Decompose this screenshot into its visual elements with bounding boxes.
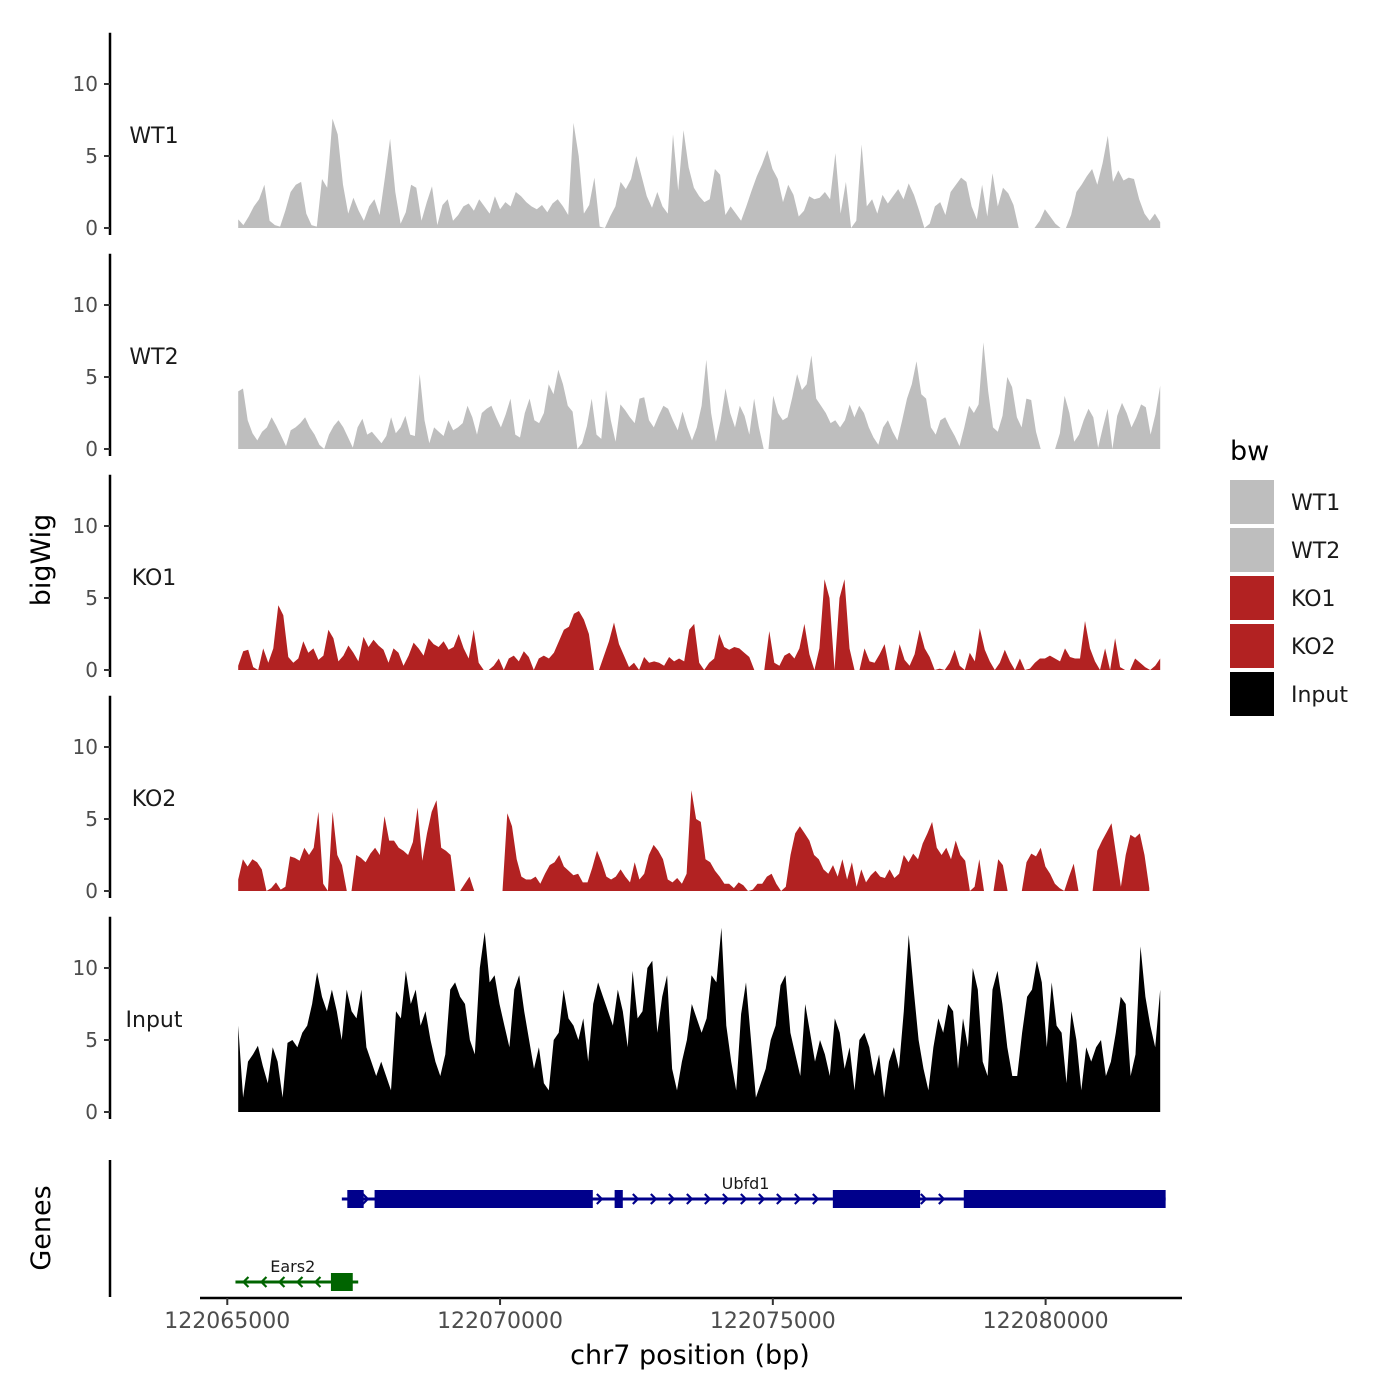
strand-arrow	[794, 1193, 802, 1205]
y-tick-label: 0	[85, 879, 98, 903]
gene-exon	[330, 1273, 353, 1291]
y-tick-label: 10	[73, 956, 98, 980]
track-ko1: 0 5 10 KO1	[73, 474, 1161, 682]
track-wt2: 0 5 10 WT2	[73, 253, 1161, 461]
legend-swatch	[1230, 624, 1274, 668]
y-tick-label: 10	[73, 514, 98, 538]
y-tick-label: 5	[85, 586, 98, 610]
strand-arrow	[295, 1276, 304, 1288]
y-tick-label: 5	[85, 365, 98, 389]
gene-exon	[963, 1190, 1166, 1208]
x-tick-label: 122075000	[710, 1309, 836, 1334]
strand-arrow	[776, 1193, 784, 1205]
legend-label: WT1	[1291, 491, 1340, 516]
legend-title: bw	[1230, 436, 1269, 467]
gene-annotation-panel: Ubfd1 Ears2	[108, 1160, 1166, 1297]
track-label-ko1: KO1	[132, 566, 177, 591]
legend-label: Input	[1291, 683, 1348, 708]
legend-item-wt1: WT1	[1230, 480, 1340, 524]
gene-exon	[374, 1190, 593, 1208]
coverage-area-ko2	[238, 790, 1150, 891]
legend-label: KO2	[1291, 635, 1336, 660]
legend-label: WT2	[1291, 539, 1340, 564]
legend-swatch	[1230, 528, 1274, 572]
gene-ubfd1: Ubfd1	[341, 1174, 1166, 1208]
x-axis-title: chr7 position (bp)	[570, 1340, 810, 1371]
y-tick-label: 5	[85, 1028, 98, 1052]
y-tick-label: 5	[85, 144, 98, 168]
coverage-area-input	[238, 927, 1161, 1112]
legend: bw WT1 WT2 KO1 KO2 Input	[1230, 436, 1348, 716]
x-tick-label: 122080000	[983, 1309, 1109, 1334]
track-label-wt1: WT1	[129, 124, 178, 149]
track-label-ko2: KO2	[132, 787, 177, 812]
strand-arrow	[596, 1193, 604, 1205]
legend-item-ko2: KO2	[1230, 624, 1336, 668]
strand-arrow	[812, 1193, 820, 1205]
strand-arrow	[632, 1193, 640, 1205]
track-ko2: 0 5 10 KO2	[73, 695, 1150, 903]
strand-arrow	[650, 1193, 658, 1205]
y-tick-label: 10	[73, 72, 98, 96]
y-tick-label: 5	[85, 807, 98, 831]
track-label-input: Input	[126, 1008, 183, 1033]
gene-exon	[832, 1190, 921, 1208]
strand-arrow	[277, 1276, 286, 1288]
legend-swatch	[1230, 576, 1274, 620]
strand-arrow	[704, 1193, 712, 1205]
x-tick-label: 122065000	[164, 1309, 290, 1334]
track-input: 0 5 10 Input	[73, 916, 1161, 1124]
strand-arrow	[938, 1193, 946, 1205]
track-wt1: 0 5 10 WT1	[73, 32, 1161, 240]
legend-swatch	[1230, 672, 1274, 716]
coverage-tracks: 0 5 10 WT1 0 5 10 WT2 0 5 10 KO1 0 5 10 KO2 0 5 10 Input	[73, 32, 1161, 1124]
legend-item-ko1: KO1	[1230, 576, 1336, 620]
strand-arrow	[740, 1193, 748, 1205]
legend-swatch	[1230, 480, 1274, 524]
strand-arrow	[241, 1276, 250, 1288]
gene-exon	[347, 1190, 364, 1208]
genes-axis-title: Genes	[26, 1185, 57, 1270]
strand-arrow	[259, 1276, 268, 1288]
y-tick-label: 10	[73, 735, 98, 759]
y-tick-label: 0	[85, 1100, 98, 1124]
strand-arrow	[686, 1193, 694, 1205]
gene-ears2: Ears2	[235, 1257, 359, 1291]
gene-label-ubfd1: Ubfd1	[722, 1174, 770, 1193]
x-tick-label: 122070000	[437, 1309, 563, 1334]
y-axis-title: bigWig	[26, 514, 57, 607]
legend-label: KO1	[1291, 587, 1336, 612]
y-tick-label: 0	[85, 658, 98, 682]
strand-arrow	[362, 1193, 370, 1205]
coverage-area-wt2	[238, 342, 1161, 449]
gene-label-ears2: Ears2	[270, 1257, 315, 1276]
strand-arrow	[722, 1193, 730, 1205]
strand-arrow	[758, 1193, 766, 1205]
strand-arrow	[920, 1193, 928, 1205]
strand-arrow	[313, 1276, 322, 1288]
x-axis: 122065000 122070000 122075000 122080000	[164, 1296, 1182, 1334]
track-label-wt2: WT2	[129, 345, 178, 370]
coverage-area-wt1	[238, 118, 1161, 228]
strand-arrow	[668, 1193, 676, 1205]
legend-item-input: Input	[1230, 672, 1348, 716]
legend-item-wt2: WT2	[1230, 528, 1340, 572]
y-tick-label: 0	[85, 437, 98, 461]
y-tick-label: 0	[85, 216, 98, 240]
gene-exon	[614, 1190, 623, 1208]
coverage-area-ko1	[238, 579, 1161, 670]
y-tick-label: 10	[73, 293, 98, 317]
